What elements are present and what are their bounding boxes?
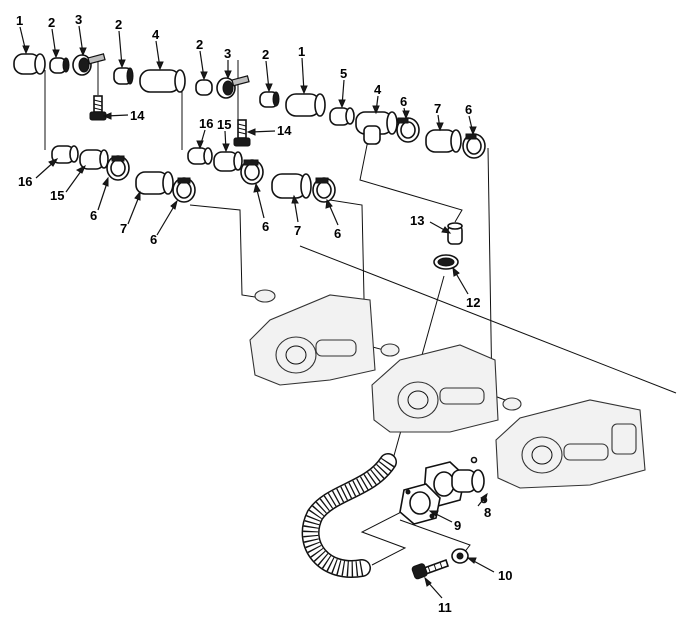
callout-13: 13 [410,213,424,228]
callout-2-c: 2 [196,37,203,52]
hose-7-c [271,173,312,199]
callout-3-a: 3 [75,12,82,27]
hose-1-left [13,53,46,75]
callout-2-b: 2 [115,17,122,32]
callout-7-a: 7 [434,101,441,116]
callout-1-a: 1 [16,13,23,28]
callout-16-b: 16 [18,174,32,189]
clamp-6-f [312,177,336,203]
leader-lines [19,25,495,599]
callout-12: 12 [466,295,480,310]
lower-hose-assembly [51,145,336,203]
callout-10: 10 [498,568,512,583]
blower-assembly-3 [495,397,646,489]
coupling-2-d [259,91,280,108]
coupling-5 [329,107,355,126]
callout-14-b: 14 [277,123,292,138]
coupling-2-a [49,57,70,74]
flexible-hose [301,453,397,578]
clamp-3-a [72,53,106,76]
callout-15-b: 15 [50,188,64,203]
coupling-15-a [79,149,109,170]
callout-9: 9 [454,518,461,533]
gasket-9 [399,483,441,525]
blower-assembly-1 [249,289,376,386]
upper-hose-assembly [13,53,486,159]
callout-16-a: 16 [199,116,213,131]
tee-4-b [355,111,398,145]
callout-6-f: 6 [334,226,341,241]
clamp-6-b [462,133,486,159]
callout-6-a: 6 [400,94,407,109]
callout-3-b: 3 [224,46,231,61]
clamp-6-a [396,117,420,143]
screw-14-b [233,119,251,147]
coupling-2-c [195,79,213,96]
callout-4-b: 4 [374,82,382,97]
tube-4-a [139,69,186,93]
coupling-2-b [113,67,134,85]
fitting-13 [447,222,463,245]
callout-14-a: 14 [130,108,145,123]
coupling-15-b [213,151,243,172]
blower-assembly-2 [371,343,499,433]
callout-6-b: 6 [465,102,472,117]
callout-4-a: 4 [152,27,160,42]
callout-6-d: 6 [150,232,157,247]
callout-6-c: 6 [90,208,97,223]
washer-10 [451,548,469,564]
callout-15-a: 15 [217,117,231,132]
callout-7-c: 7 [294,223,301,238]
clamp-3-b [216,75,250,99]
clamp-12 [433,254,459,270]
clamp-6-c [106,155,130,181]
callout-5: 5 [340,66,347,81]
callout-11: 11 [438,600,452,615]
hose-7-b [135,171,174,195]
callout-7-b: 7 [120,221,127,236]
clamp-6-d [172,177,196,203]
clamp-6-e [240,159,264,185]
hose-7-a [425,129,462,153]
screw-14-a [89,95,107,121]
coupling-16-b [187,147,213,165]
callout-8: 8 [484,505,491,520]
callout-6-e: 6 [262,219,269,234]
screw-11 [411,558,450,580]
callout-2-a: 2 [48,15,55,30]
hose-1-right [285,93,326,117]
callout-1-b: 1 [298,44,305,59]
callout-labels: 1 2 3 2 4 2 3 2 1 5 4 6 7 6 14 16 15 14 … [16,12,512,615]
callout-2-d: 2 [262,47,269,62]
